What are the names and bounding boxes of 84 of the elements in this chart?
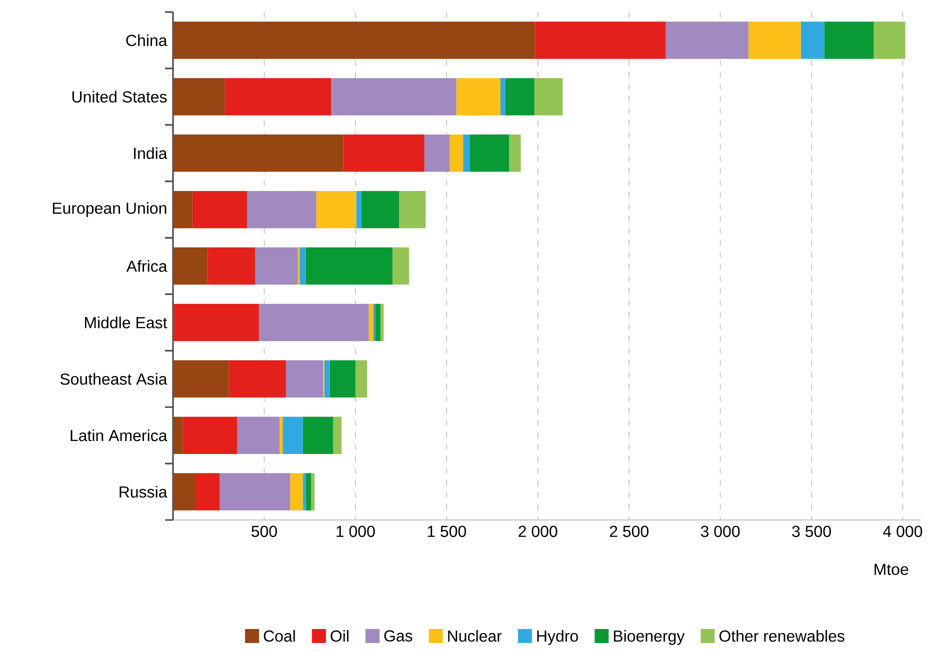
bar (424, 134, 450, 172)
y-tick-label: United States (72, 90, 167, 103)
bar (173, 360, 229, 398)
bar (355, 360, 368, 398)
bar (173, 416, 183, 454)
legend-label: Hydro (537, 630, 578, 645)
y-tick-label: Middle East (85, 316, 168, 328)
x-tick-label: 2 000 (518, 526, 558, 538)
bar (450, 134, 464, 172)
bar (666, 22, 748, 59)
legend-label: Nuclear (448, 630, 502, 642)
bar (208, 247, 256, 285)
x-tick-label: 3 000 (700, 526, 740, 538)
bar (463, 134, 470, 172)
y-tick-label: European Union (52, 202, 166, 218)
bar (173, 22, 536, 59)
legend-label: Bioenergy (614, 630, 685, 645)
bar (824, 22, 874, 59)
bar (361, 190, 400, 228)
bar (343, 134, 424, 172)
x-axis-title: Mtoe (874, 564, 908, 575)
bar (182, 416, 238, 454)
bar (302, 473, 306, 510)
legend-label: Other renewables (719, 630, 844, 642)
bar (224, 78, 332, 116)
y-tick-label: Latin America (70, 429, 168, 442)
bar (311, 473, 315, 510)
bar (800, 22, 824, 59)
bar (290, 473, 303, 510)
bar (368, 304, 374, 342)
bar (173, 473, 196, 510)
bar (456, 78, 500, 116)
y-tick-label: Southeast Asia (60, 373, 168, 385)
x-tick-label: 1 000 (336, 526, 375, 538)
x-tick-label: 500 (252, 526, 277, 538)
bar (330, 360, 356, 398)
legend-label: Gas (384, 630, 412, 642)
bar (237, 416, 280, 454)
bar (220, 473, 290, 510)
bar (874, 22, 906, 59)
bar (505, 78, 534, 116)
x-tick-label: 3 500 (792, 526, 831, 538)
bar (333, 416, 342, 454)
bar (286, 360, 324, 398)
bar (247, 190, 316, 228)
bar (280, 416, 283, 454)
bar (392, 247, 410, 285)
bar (380, 304, 384, 342)
x-tick-label: 2 500 (610, 526, 648, 538)
bar (173, 134, 344, 172)
bar (302, 416, 334, 454)
bar (375, 304, 380, 342)
bar (173, 78, 225, 116)
bar (300, 247, 306, 285)
bar (196, 473, 220, 510)
y-tick-label: Africa (126, 260, 168, 272)
bar (306, 473, 312, 510)
bar (255, 247, 298, 285)
bar (534, 78, 563, 116)
bar (509, 134, 521, 172)
legend-label: Coal (264, 630, 295, 642)
bar (228, 360, 286, 398)
bar (399, 190, 426, 228)
bar (535, 22, 666, 59)
y-tick-label: Russia (120, 486, 168, 498)
y-tick-label: India (134, 147, 168, 160)
bar (331, 78, 456, 116)
legend-label: Oil (330, 630, 348, 642)
y-tick-label: China (126, 34, 168, 46)
bar (306, 247, 392, 285)
bar (748, 22, 801, 59)
bar (282, 416, 303, 454)
bar (192, 190, 248, 228)
bar (500, 78, 506, 116)
bar (356, 190, 362, 228)
bar (324, 360, 330, 398)
bar (258, 304, 369, 342)
bar (316, 190, 356, 228)
x-tick-label: 4 000 (883, 526, 922, 538)
x-tick-label: 1 500 (428, 526, 466, 538)
bar (173, 304, 259, 342)
bar (173, 190, 192, 228)
bar (173, 247, 208, 285)
bar (470, 134, 510, 172)
